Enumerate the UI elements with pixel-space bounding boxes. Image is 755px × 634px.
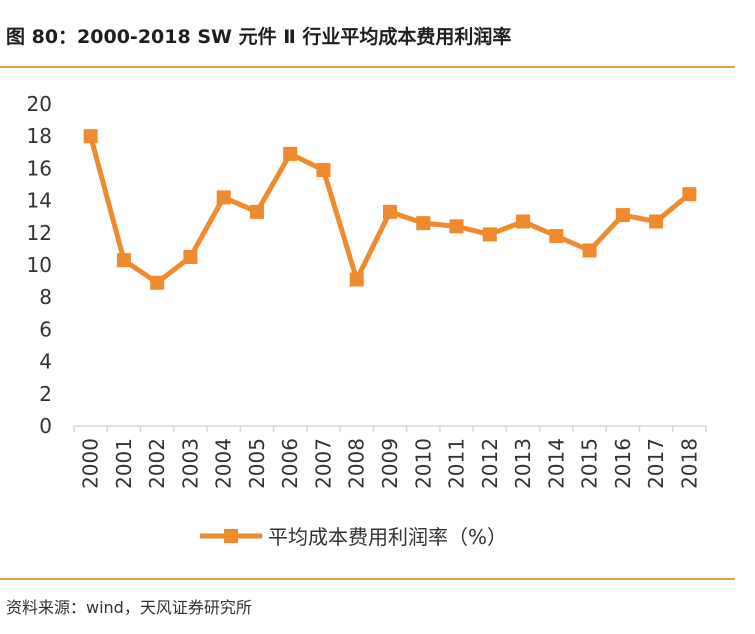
title-divider [0,66,735,68]
data-point [316,163,331,178]
y-tick-label: 20 [27,92,52,116]
x-tick-label: 2017 [644,438,668,489]
x-tick-label: 2015 [578,438,602,489]
x-tick-label: 2004 [212,438,236,489]
y-tick-label: 6 [39,317,52,341]
data-point [283,146,298,161]
x-tick-label: 2013 [511,438,535,489]
x-tick-label: 2003 [178,438,202,489]
x-tick-label: 2018 [677,438,701,489]
data-point [150,275,165,290]
x-tick-label: 2012 [478,438,502,489]
x-tick-label: 2005 [245,438,269,489]
y-tick-label: 12 [27,221,52,245]
data-point [183,249,198,264]
y-tick-label: 16 [27,156,52,180]
x-tick-label: 2014 [544,438,568,489]
y-tick-label: 4 [39,350,52,374]
figure-title: 图 80：2000-2018 SW 元件 Ⅱ 行业平均成本费用利润率 [6,26,512,48]
x-tick-label: 2010 [411,438,435,489]
x-tick-label: 2001 [112,438,136,489]
data-point [116,253,131,268]
data-point [516,214,531,229]
x-tick-label: 2008 [345,438,369,489]
data-point [549,229,564,244]
data-point [349,272,364,287]
legend: 平均成本费用利润率（%） [200,525,507,549]
data-point [582,243,597,258]
y-tick-label: 10 [27,253,52,277]
data-point [482,227,497,242]
data-point [682,187,697,202]
data-point [416,216,431,231]
y-tick-label: 8 [39,285,52,309]
data-point [449,219,464,234]
x-tick-label: 2007 [311,438,335,489]
y-axis-ticks: 0 2 4 6 8 10 12 14 16 18 20 [27,92,52,438]
legend-marker [224,529,238,543]
y-tick-label: 0 [39,414,52,438]
data-point [216,190,231,205]
source-note: 资料来源：wind，天风证券研究所 [6,598,252,617]
x-tick-label: 2002 [145,438,169,489]
series-markers [83,129,697,290]
y-tick-label: 14 [27,189,52,213]
legend-label: 平均成本费用利润率（%） [268,525,507,549]
y-tick-label: 18 [27,124,52,148]
data-point [249,204,264,219]
data-point [383,204,397,219]
y-tick-label: 2 [39,382,52,406]
data-point [649,214,664,229]
footer-divider [0,578,735,580]
x-tick-label: 2011 [445,438,469,489]
data-point [83,129,98,144]
x-tick-label: 2016 [611,438,635,489]
data-point [615,208,630,223]
x-tick-label: 2009 [378,438,402,489]
x-axis-ticks: 2000 2001 2002 2003 2004 2005 2006 2007 2008 2009… [73,426,707,489]
x-tick-label: 2000 [79,438,103,489]
x-tick-label: 2006 [278,438,302,489]
